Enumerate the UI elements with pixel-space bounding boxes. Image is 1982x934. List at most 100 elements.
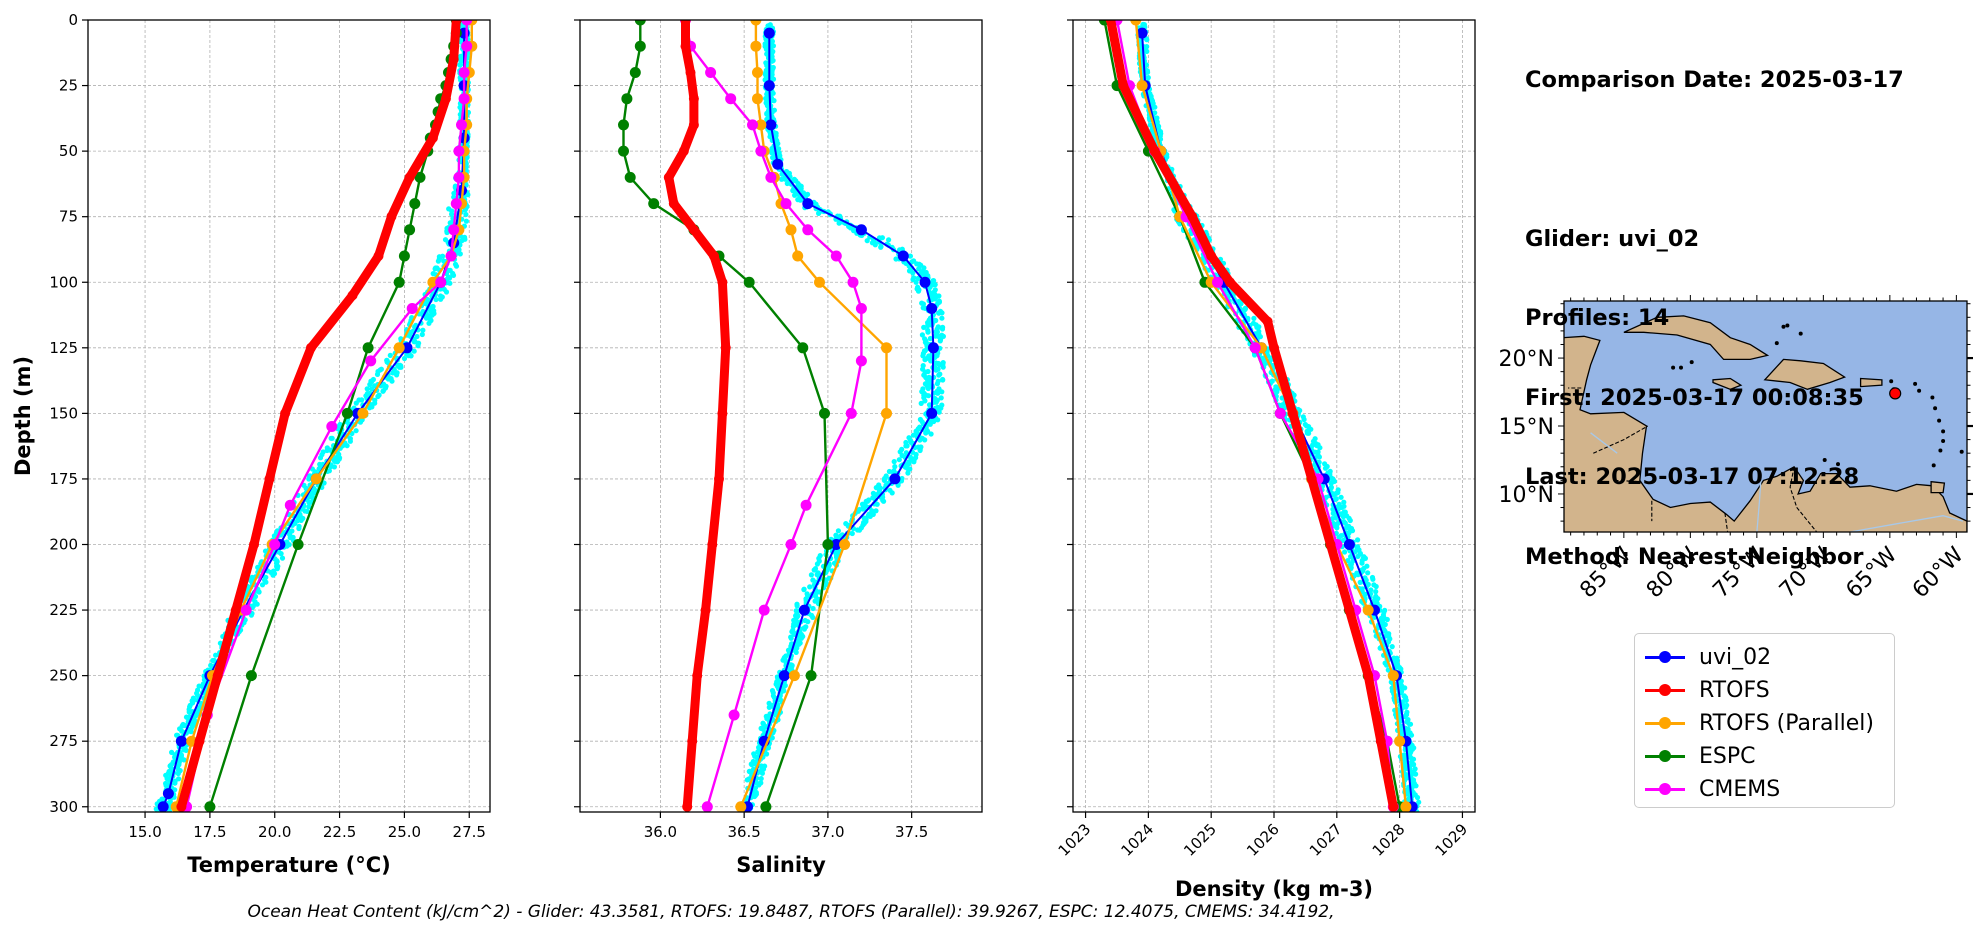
- glider-raw-point: [1342, 549, 1348, 555]
- data-point-espc: [292, 539, 304, 550]
- data-point-cmems: [1274, 407, 1286, 419]
- glider-raw-point: [1144, 48, 1150, 55]
- glider-raw-point: [782, 176, 788, 182]
- series-line-rtofs: [177, 20, 461, 808]
- island: [1913, 381, 1918, 386]
- data-point-espc: [404, 224, 416, 236]
- data-point-uvi-02: [798, 604, 810, 616]
- data-point-rtofs: [1149, 146, 1160, 157]
- glider-raw-point: [1341, 499, 1347, 505]
- glider-raw-scatter: [738, 22, 947, 812]
- glider-raw-point: [1403, 704, 1409, 710]
- data-point-cmems: [755, 145, 767, 157]
- glider-raw-point: [1342, 520, 1348, 526]
- border-line: [1789, 466, 1818, 532]
- glider-raw-point: [435, 258, 441, 264]
- island: [1917, 388, 1922, 393]
- glider-raw-point: [1341, 503, 1347, 509]
- glider-raw-point: [359, 397, 365, 403]
- glider-raw-point: [1384, 616, 1390, 623]
- glider-raw-point: [864, 238, 870, 244]
- series-line-uvi-02: [746, 33, 935, 808]
- island: [1781, 324, 1786, 329]
- data-point-uvi-02: [401, 342, 413, 354]
- glider-raw-point: [797, 640, 803, 646]
- data-point-cmems: [453, 171, 465, 183]
- data-point-rtofs: [306, 342, 316, 353]
- glider-raw-point: [317, 455, 324, 461]
- data-point-uvi-02: [889, 473, 901, 485]
- y-tick-label: 100: [49, 273, 78, 291]
- data-point-rtofs-parallel: [881, 407, 892, 419]
- data-point-uvi-02: [926, 407, 938, 419]
- legend-item-rtofs-parallel: RTOFS (Parallel): [1645, 708, 1874, 738]
- data-point-espc: [634, 20, 646, 26]
- glider-raw-point: [426, 320, 432, 326]
- data-point-rtofs: [700, 605, 711, 616]
- glider-raw-point: [213, 652, 219, 658]
- axes-frame: [579, 19, 983, 813]
- glider-raw-point: [801, 586, 807, 592]
- data-point-rtofs: [1287, 408, 1298, 419]
- data-point-rtofs: [717, 408, 728, 419]
- data-point-uvi-02: [830, 539, 842, 550]
- data-point-uvi-02: [765, 119, 777, 131]
- glider-raw-point: [1402, 685, 1408, 691]
- glider-raw-point: [1373, 583, 1379, 590]
- data-point-uvi-02: [919, 276, 931, 288]
- glider-raw-point: [274, 566, 280, 572]
- x-axis-label: Temperature (°C): [187, 853, 390, 877]
- data-point-cmems: [785, 539, 797, 550]
- island: [1941, 439, 1946, 443]
- glider-raw-point: [879, 235, 886, 241]
- data-point-rtofs-parallel: [393, 342, 405, 354]
- data-point-cmems: [765, 171, 777, 183]
- glider-raw-point: [878, 243, 884, 250]
- glider-raw-point: [893, 256, 899, 262]
- glider-raw-point: [1252, 352, 1258, 358]
- data-point-rtofs-parallel: [814, 276, 825, 288]
- island: [1836, 462, 1840, 467]
- plot-area: [618, 20, 947, 812]
- legend-label: uvi_02: [1699, 644, 1772, 670]
- glider-raw-point: [183, 747, 189, 754]
- y-tick-label: 200: [49, 536, 78, 554]
- glider-raw-point: [919, 332, 926, 338]
- data-point-uvi-02: [763, 80, 775, 92]
- island: [1933, 406, 1938, 411]
- data-point-espc: [760, 801, 772, 812]
- data-point-cmems: [847, 276, 859, 288]
- data-point-rtofs: [720, 342, 731, 353]
- data-point-cmems: [802, 224, 814, 236]
- glider-raw-point: [366, 405, 373, 411]
- data-point-espc: [362, 342, 374, 354]
- data-point-rtofs: [427, 133, 438, 143]
- glider-raw-point: [411, 348, 417, 354]
- data-point-rtofs: [264, 473, 275, 484]
- glider-raw-point: [463, 218, 469, 224]
- series-rtofs: [1105, 20, 1399, 812]
- glider-raw-point: [760, 766, 767, 772]
- data-point-rtofs-parallel: [1136, 80, 1148, 92]
- data-point-cmems: [458, 93, 470, 105]
- data-point-cmems: [406, 303, 418, 314]
- data-point-rtofs: [668, 198, 679, 209]
- data-point-rtofs-parallel: [1130, 20, 1142, 26]
- data-point-cmems: [456, 119, 467, 131]
- data-point-espc: [414, 171, 426, 183]
- x-tick-label: 37.0: [811, 823, 844, 841]
- x-tick-label: 1024: [1117, 820, 1157, 860]
- legend-swatch-rtofs-parallel: [1645, 713, 1685, 733]
- glider-raw-point: [329, 435, 335, 441]
- glider-raw-point: [886, 237, 892, 243]
- legend-item-espc: ESPC: [1645, 741, 1756, 771]
- data-point-cmems: [1212, 276, 1223, 288]
- glider-raw-point: [1413, 771, 1419, 777]
- legend-swatch-cmems: [1645, 779, 1685, 799]
- data-point-cmems: [365, 355, 377, 367]
- data-point-uvi-02: [1136, 27, 1148, 39]
- border-line: [1614, 479, 1642, 483]
- glider-raw-point: [916, 266, 922, 272]
- data-point-rtofs-parallel: [750, 20, 762, 26]
- x-axis-label: Salinity: [736, 853, 826, 877]
